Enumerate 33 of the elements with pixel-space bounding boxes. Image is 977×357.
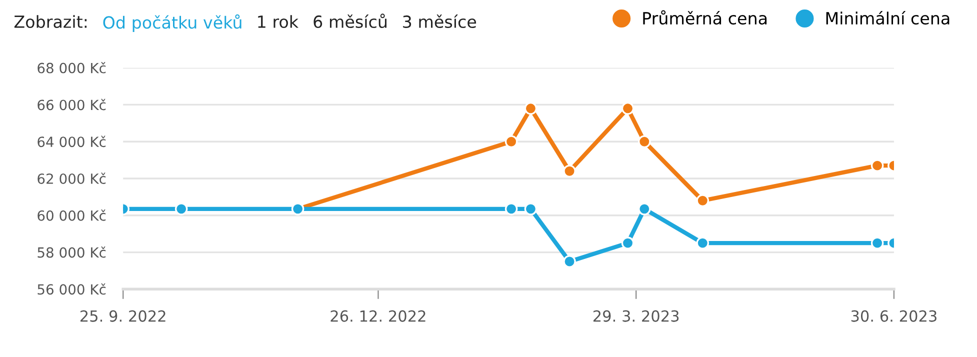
point [524, 102, 538, 115]
point [504, 135, 518, 148]
point [524, 202, 538, 216]
point [696, 236, 710, 250]
x-tick-label: 26. 12. 2022 [330, 310, 426, 322]
point [870, 236, 884, 250]
text: Od počátku věků [103, 14, 242, 32]
text: Zobrazit: [14, 15, 87, 28]
y-tick-label: 66 000 Kč [38, 98, 106, 110]
point [870, 159, 884, 172]
x-tick-label: 30. 6. 2023 [851, 310, 936, 322]
x-tick-label: 25. 9. 2022 [80, 310, 166, 322]
point [696, 194, 710, 208]
legend-label: Průměrná cena [643, 10, 767, 25]
point [621, 102, 634, 115]
legend-label: Minimální cena [826, 11, 950, 25]
x-tick-label: 29. 3. 2023 [593, 310, 679, 322]
y-tick-label: 58 000 Kč [38, 246, 106, 258]
point [638, 135, 651, 148]
text: 1 rok [258, 15, 298, 28]
point [174, 202, 188, 216]
y-tick-label: 60 000 Kč [38, 210, 106, 221]
point [563, 164, 576, 178]
y-tick-label: 68 000 Kč [38, 62, 106, 74]
point [621, 236, 634, 250]
y-tick-label: 64 000 Kč [38, 136, 106, 148]
point [504, 202, 518, 216]
y-tick-label: 62 000 Kč [38, 172, 106, 184]
text: 6 měsíců [314, 14, 386, 28]
y-tick-label: 56 000 Kč [38, 283, 106, 295]
point [638, 202, 651, 216]
point [563, 255, 576, 268]
text: 3 měsíce [403, 14, 476, 28]
